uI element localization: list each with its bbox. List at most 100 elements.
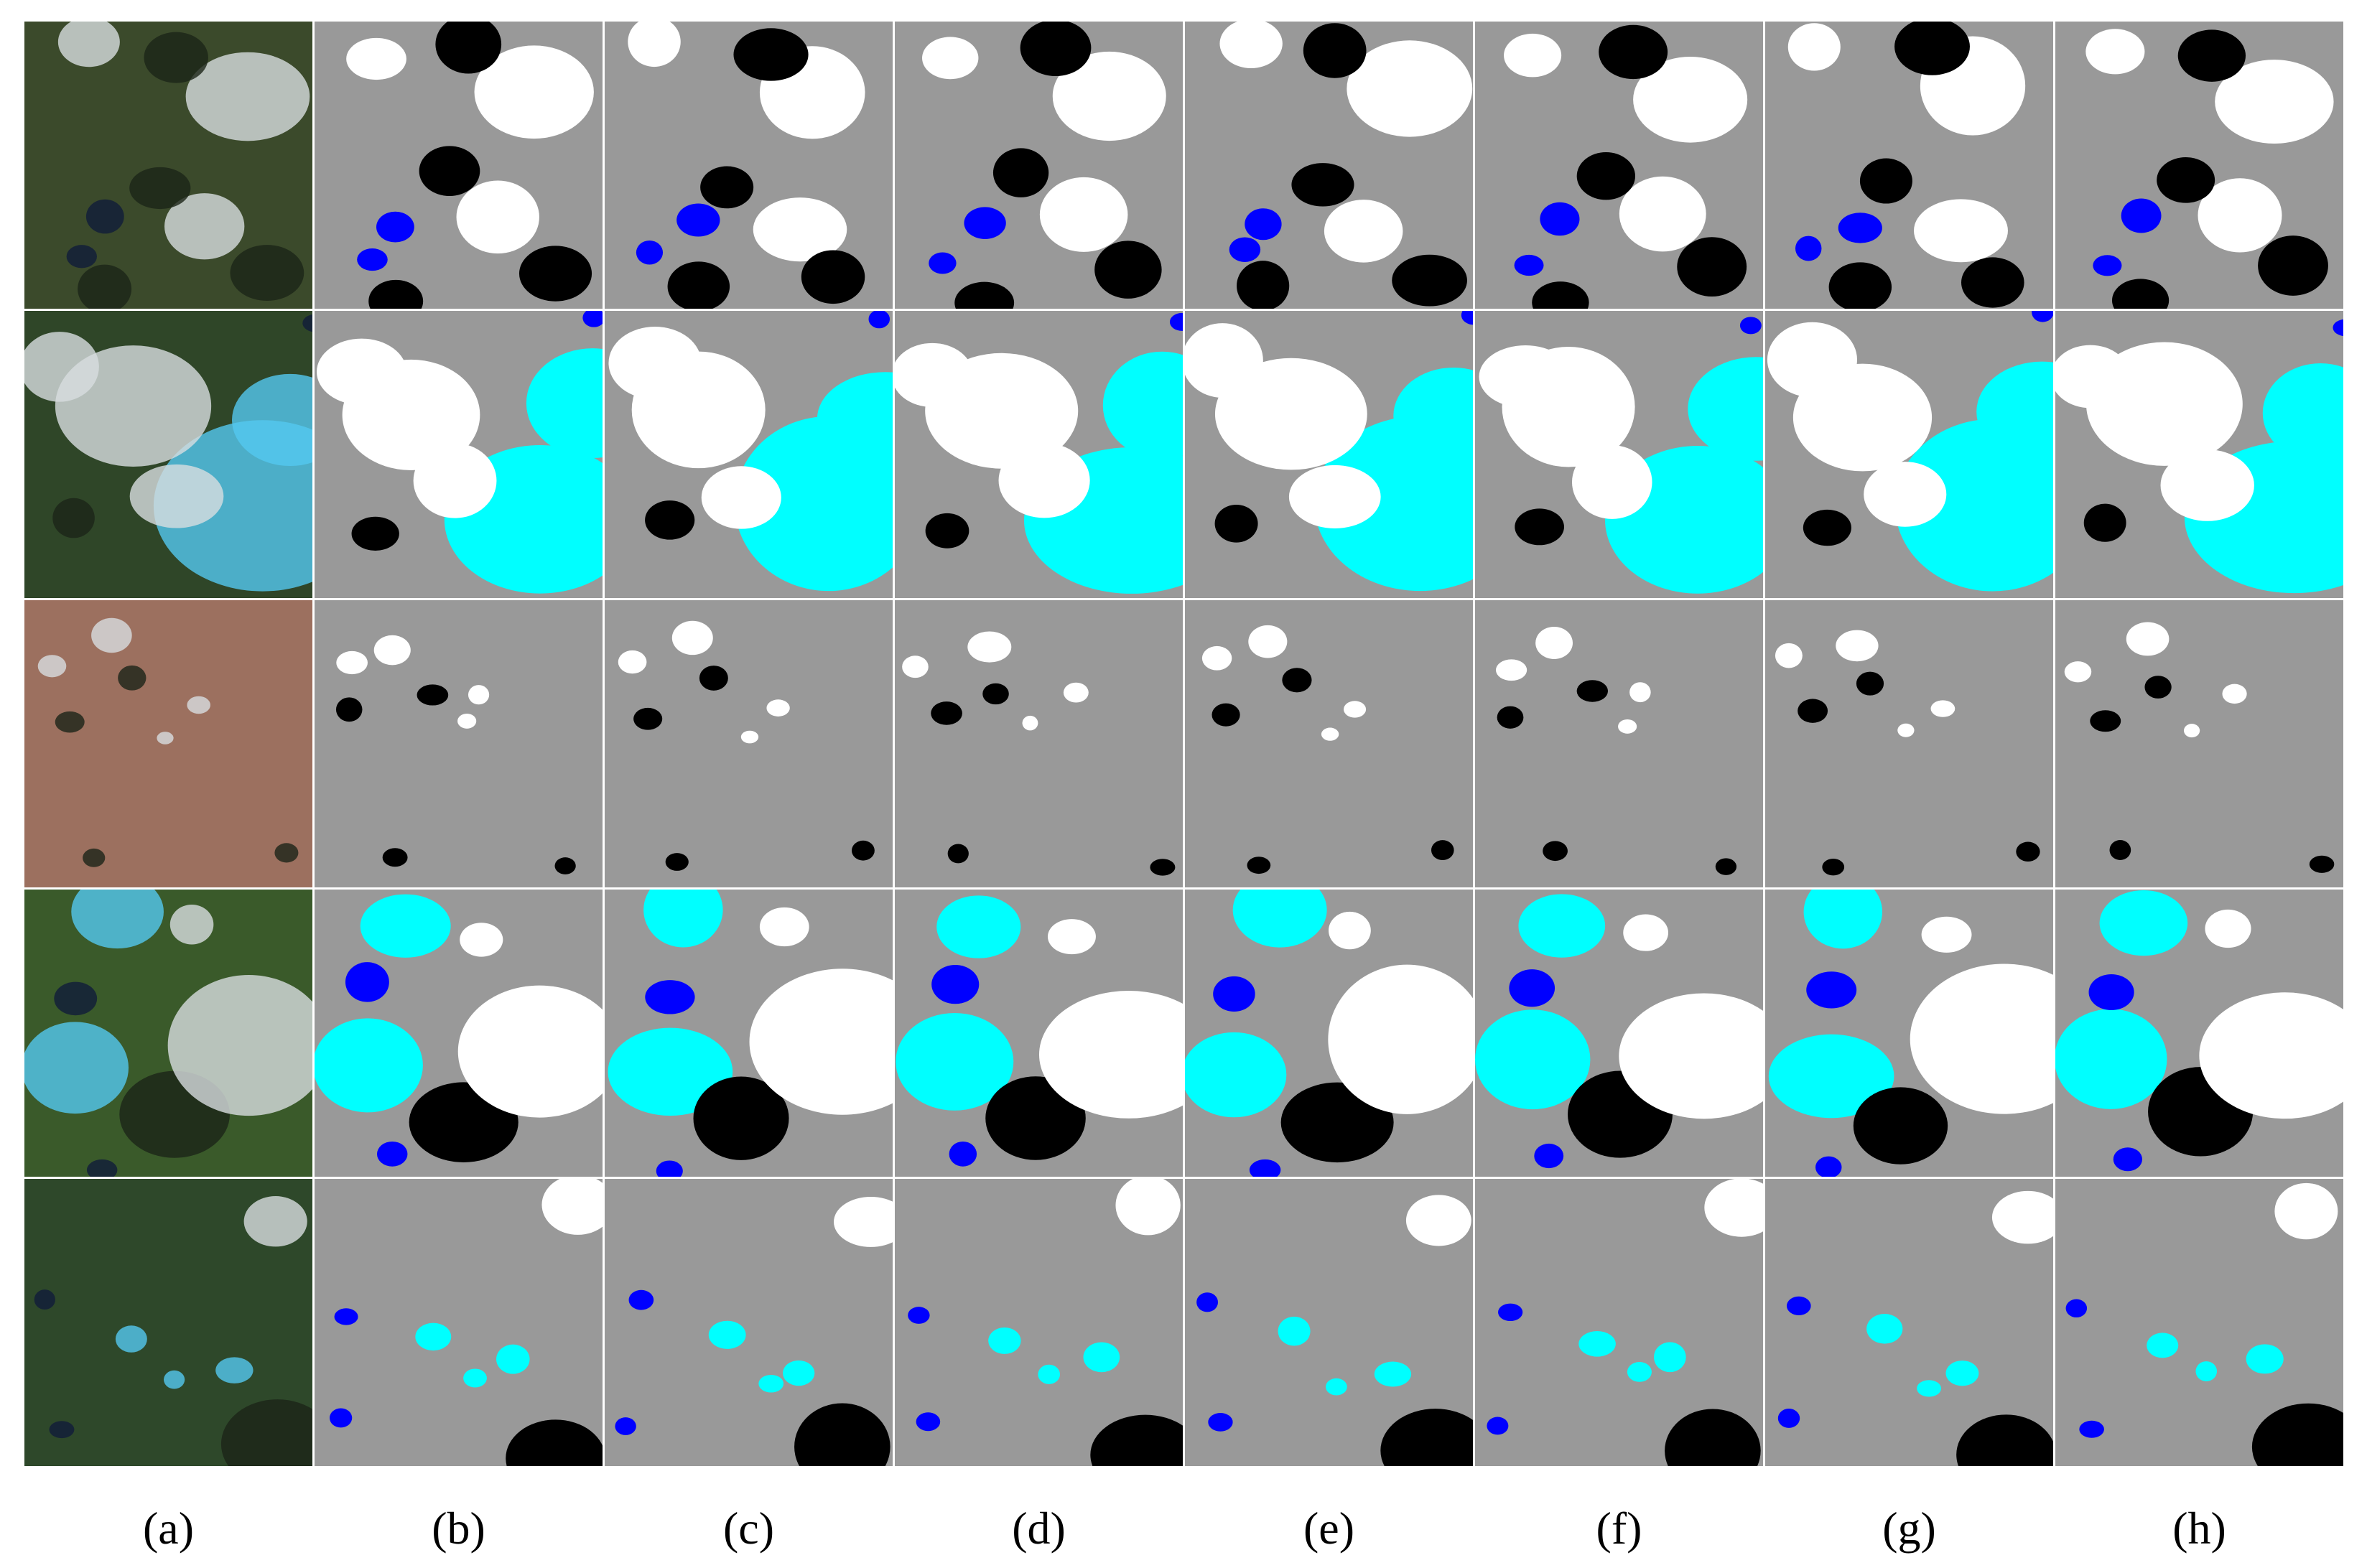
region [1329, 911, 1371, 950]
region [49, 1421, 75, 1439]
region [456, 180, 539, 254]
region [1629, 682, 1651, 703]
result-image [1185, 890, 1473, 1177]
region [656, 1160, 683, 1177]
region [628, 1289, 654, 1310]
region [86, 1159, 118, 1177]
result-image [895, 600, 1183, 887]
region [693, 1076, 789, 1160]
region [1514, 254, 1544, 276]
region [1767, 322, 1858, 398]
region [1052, 51, 1166, 141]
region [2126, 622, 2170, 656]
region [187, 696, 210, 714]
region [302, 314, 312, 332]
region [1039, 991, 1183, 1119]
region [2016, 841, 2040, 862]
region [1237, 261, 1290, 309]
region [1102, 351, 1183, 459]
region [1864, 462, 1947, 527]
result-image [1475, 22, 1763, 309]
region [1047, 919, 1096, 955]
region [1961, 257, 2024, 308]
region [1599, 24, 1668, 80]
region [1627, 1362, 1652, 1382]
region [2088, 974, 2134, 1011]
region [1828, 262, 1892, 309]
region [988, 1327, 1021, 1354]
region [783, 1360, 815, 1386]
region [1917, 1380, 1941, 1397]
region [1910, 963, 2053, 1114]
region [1619, 176, 1706, 252]
region [1623, 914, 1669, 951]
result-image [2055, 1179, 2343, 1466]
result-image [1475, 890, 1763, 1177]
result-image [315, 22, 603, 309]
result-image [1475, 600, 1763, 887]
region [1715, 858, 1737, 875]
region [753, 197, 847, 262]
region [895, 342, 973, 408]
region [1803, 509, 1851, 546]
region [766, 699, 790, 717]
region [1653, 1342, 1686, 1373]
region [817, 372, 893, 466]
region [618, 650, 647, 674]
result-image [1475, 1179, 1763, 1466]
image-background [605, 600, 893, 887]
region [24, 1022, 129, 1114]
region [2333, 319, 2343, 336]
region [1213, 976, 1255, 1012]
region [1739, 317, 1762, 335]
region [85, 199, 124, 234]
region [1022, 715, 1038, 731]
region [334, 1308, 358, 1325]
region [37, 655, 67, 678]
region [1083, 1342, 1120, 1373]
region [415, 1322, 452, 1351]
region [1278, 1316, 1311, 1346]
region [947, 844, 969, 864]
result-image [895, 1179, 1183, 1466]
region [2262, 363, 2343, 463]
region [708, 1320, 746, 1349]
region [1540, 202, 1580, 236]
region [645, 500, 695, 540]
result-image [605, 600, 893, 887]
region [1787, 23, 1841, 71]
region [734, 416, 893, 592]
region [1039, 177, 1128, 252]
region [949, 1141, 977, 1167]
image-background [1185, 600, 1473, 887]
region [1229, 237, 1261, 262]
region [643, 890, 723, 948]
panel-labels: (a) (b) (c) (d) (e) (f) (g) (h) [143, 1503, 2226, 1554]
region [896, 1012, 1014, 1111]
region [1185, 323, 1263, 398]
region [1576, 680, 1609, 702]
region [608, 1027, 733, 1116]
region [2246, 1344, 2284, 1374]
region [2199, 992, 2343, 1119]
region [474, 45, 594, 139]
region [667, 261, 730, 309]
region [1249, 1159, 1281, 1177]
region [1090, 1414, 1183, 1466]
region [316, 338, 407, 406]
region [1688, 357, 1763, 461]
region [1288, 465, 1381, 529]
region [1930, 700, 1956, 717]
region [1115, 1179, 1181, 1236]
region [628, 22, 681, 67]
region [118, 665, 147, 691]
result-image [605, 890, 893, 1177]
region [435, 22, 502, 74]
region [1815, 1156, 1842, 1177]
region [1248, 625, 1288, 658]
region [1853, 1087, 1948, 1165]
region [676, 203, 720, 237]
region [78, 264, 132, 309]
region [373, 635, 411, 666]
